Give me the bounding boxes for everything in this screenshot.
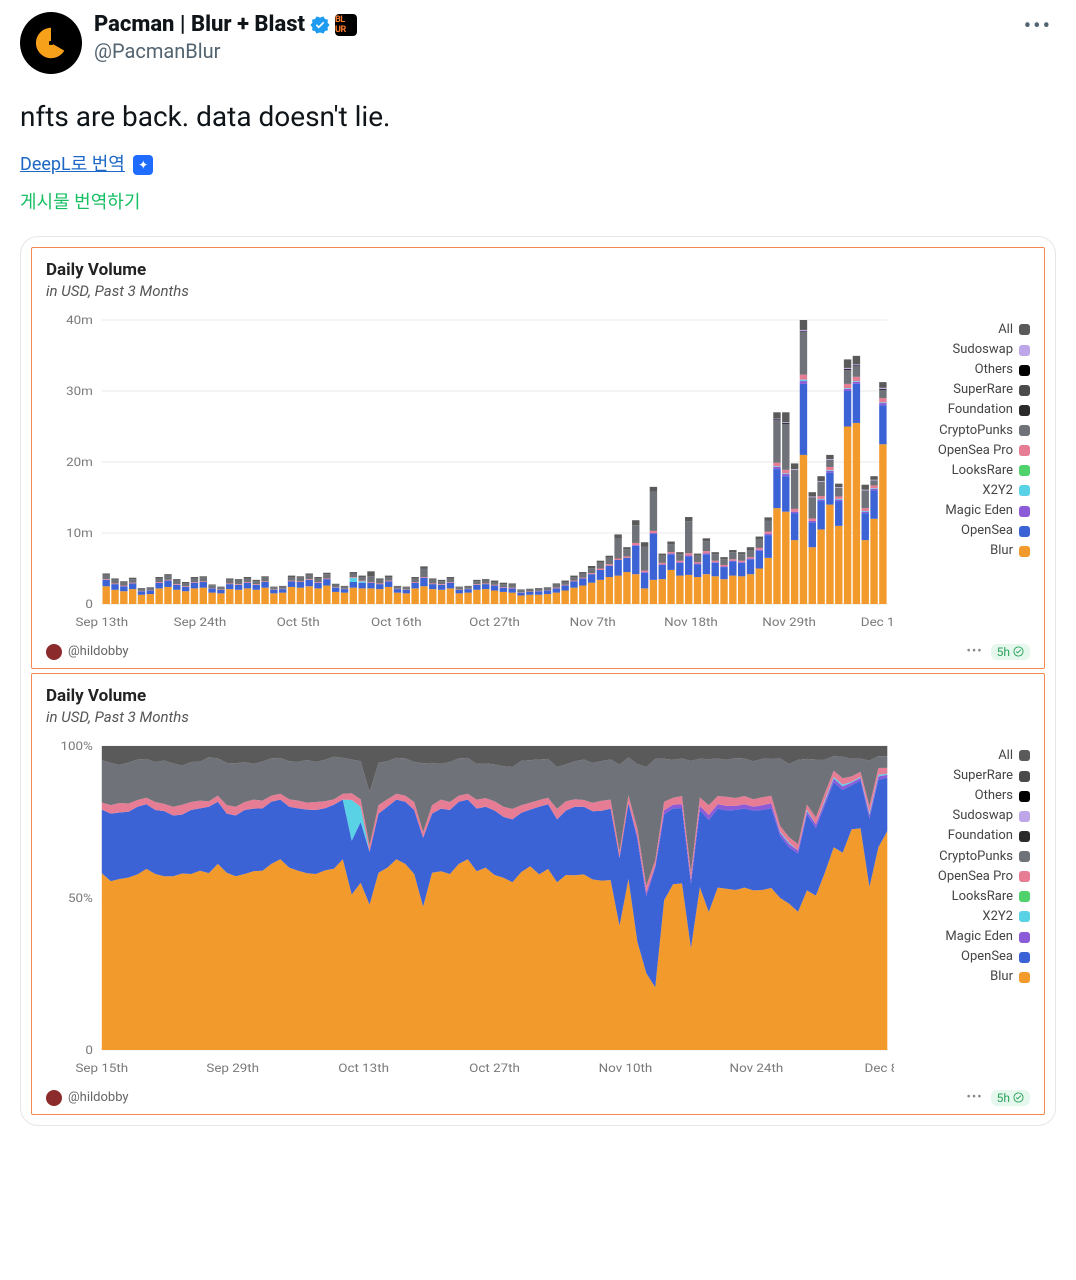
legend-item[interactable]: Blur [900,541,1030,561]
chart2-age-text: 5h [997,1091,1010,1105]
svg-text:30m: 30m [66,384,93,398]
chart1-age-pill: 5h [991,644,1030,660]
legend-item[interactable]: X2Y2 [900,907,1030,927]
svg-text:Sep 13th: Sep 13th [75,615,128,629]
svg-text:0: 0 [85,1043,93,1057]
svg-text:Nov 10th: Nov 10th [599,1061,653,1075]
pacman-icon [32,24,70,62]
chart2-footer: @hildobby ••• 5h [46,1090,1030,1106]
chart1-footer: @hildobby ••• 5h [46,644,1030,660]
translate-deepl-link[interactable]: DeepL로 번역 [20,154,125,175]
chart1-more-icon[interactable]: ••• [966,644,982,659]
svg-text:Oct 27th: Oct 27th [469,1061,520,1075]
svg-text:Sep 29th: Sep 29th [206,1061,259,1075]
checkmark-circle-icon [1013,1092,1024,1103]
legend-item[interactable]: CryptoPunks [900,421,1030,441]
checkmark-circle-icon [1013,646,1024,657]
chart2-plot-area: 0 50% 100% Sep 15th Sep 29th Oct 13th Oct 27th… [46,740,894,1084]
verified-badge-icon [309,14,331,36]
chart2-attribution[interactable]: @hildobby [68,1090,129,1105]
svg-text:Nov 24th: Nov 24th [730,1061,784,1075]
legend-item[interactable]: Magic Eden [900,501,1030,521]
translate-post-link[interactable]: 게시물 번역하기 [20,188,1056,214]
svg-text:Nov 18th: Nov 18th [664,615,718,629]
legend-item[interactable]: Magic Eden [900,927,1030,947]
legend-item[interactable]: CryptoPunks [900,847,1030,867]
svg-text:Oct 13th: Oct 13th [338,1061,389,1075]
tweet-text: nfts are back. data doesn't lie. [20,98,1056,136]
svg-text:20m: 20m [66,455,93,469]
legend-item[interactable]: Others [900,360,1030,380]
legend-item[interactable]: X2Y2 [900,481,1030,501]
legend-item[interactable]: LooksRare [900,461,1030,481]
chart2-age-pill: 5h [991,1090,1030,1106]
chart1-age-text: 5h [997,645,1010,659]
chart2-more-icon[interactable]: ••• [966,1090,982,1105]
attribution-avatar-icon [46,1090,62,1106]
attribution-avatar-icon [46,644,62,660]
svg-text:10m: 10m [66,526,93,540]
user-handle[interactable]: @PacmanBlur [94,39,357,63]
svg-text:Sep 24th: Sep 24th [174,615,227,629]
legend-item[interactable]: Blur [900,967,1030,987]
affiliate-badge-icon: BL UR [335,14,357,36]
svg-text:Dec 10th: Dec 10th [861,615,894,629]
legend-item[interactable]: Sudoswap [900,340,1030,360]
tweet-header: Pacman | Blur + Blast BL UR @PacmanBlur [20,12,1056,74]
legend-item[interactable]: Others [900,786,1030,806]
legend-item[interactable]: Foundation [900,826,1030,846]
chart-card-volume-absolute: Daily Volume in USD, Past 3 Months 0 10m 2… [31,247,1045,669]
legend-item[interactable]: Sudoswap [900,806,1030,826]
svg-text:50%: 50% [68,891,93,905]
svg-text:Oct 5th: Oct 5th [277,615,320,629]
chart1-title: Daily Volume [46,260,1030,280]
svg-text:Oct 16th: Oct 16th [371,615,422,629]
user-block: Pacman | Blur + Blast BL UR @PacmanBlur [94,12,357,63]
chart2-svg: 0 50% 100% Sep 15th Sep 29th Oct 13th Oct 27th… [46,740,894,1080]
svg-text:Nov 29th: Nov 29th [762,615,816,629]
chart1-plot-area: 0 10m 20m 30m 40m Sep 13th Sep 24th Oct 5th Oct … [46,314,894,638]
legend-item[interactable]: OpenSea Pro [900,867,1030,887]
embedded-media-card: Daily Volume in USD, Past 3 Months 0 10m 2… [20,236,1056,1126]
svg-text:100%: 100% [60,740,92,754]
svg-text:Dec 8th: Dec 8th [865,1061,894,1075]
legend-item[interactable]: OpenSea [900,521,1030,541]
svg-text:Nov 7th: Nov 7th [570,615,616,629]
legend-item[interactable]: SuperRare [900,766,1030,786]
legend-item[interactable]: All [900,320,1030,340]
chart2-legend: AllSuperRareOthersSudoswapFoundationCryp… [900,740,1030,1084]
svg-text:Oct 27th: Oct 27th [469,615,520,629]
legend-item[interactable]: SuperRare [900,380,1030,400]
legend-item[interactable]: OpenSea Pro [900,441,1030,461]
avatar[interactable] [20,12,82,74]
svg-text:0: 0 [85,597,93,611]
legend-item[interactable]: All [900,746,1030,766]
chart1-attribution[interactable]: @hildobby [68,644,129,659]
chart-card-volume-share: Daily Volume in USD, Past 3 Months 0 50% 1… [31,673,1045,1115]
chart2-title: Daily Volume [46,686,1030,706]
svg-text:Sep 15th: Sep 15th [75,1061,128,1075]
chart1-legend: AllSudoswapOthersSuperRareFoundationCryp… [900,314,1030,638]
chart1-svg: 0 10m 20m 30m 40m Sep 13th Sep 24th Oct 5th Oct … [46,314,894,634]
legend-item[interactable]: LooksRare [900,887,1030,907]
chart1-subtitle: in USD, Past 3 Months [46,282,1030,300]
svg-text:40m: 40m [66,314,93,328]
tweet-container: ••• Pacman | Blur + Blast BL UR @PacmanB… [0,0,1076,1146]
legend-item[interactable]: Foundation [900,400,1030,420]
legend-item[interactable]: OpenSea [900,947,1030,967]
chart2-subtitle: in USD, Past 3 Months [46,708,1030,726]
display-name[interactable]: Pacman | Blur + Blast [94,12,305,37]
deepl-badge-icon: ✦ [133,155,153,175]
translate-deepl-row: DeepL로 번역 ✦ [20,150,1056,176]
more-options-icon[interactable]: ••• [1024,14,1052,39]
